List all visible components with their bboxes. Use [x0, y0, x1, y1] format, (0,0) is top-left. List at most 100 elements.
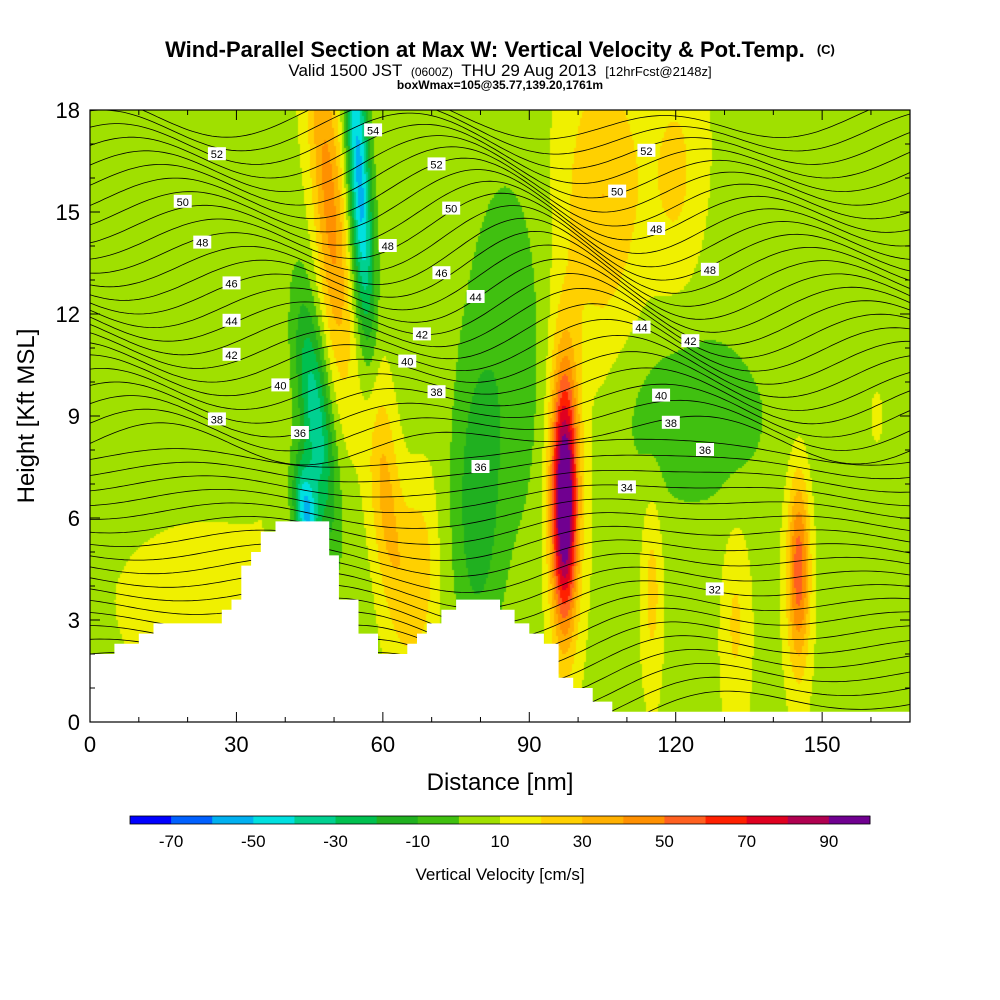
theta-contour-line: [90, 192, 910, 268]
theta-contour-line: [90, 287, 910, 359]
chart-title-text: Wind-Parallel Section at Max W: Vertical…: [165, 37, 805, 62]
theta-contour-label: 52: [207, 147, 226, 161]
y-axis-label: Height [Kft MSL]: [13, 329, 40, 504]
theta-contour-line: [90, 112, 910, 170]
svg-text:52: 52: [640, 146, 652, 158]
y-tick-label: 9: [68, 404, 80, 429]
y-tick-label: 18: [56, 98, 80, 123]
svg-text:46: 46: [435, 268, 447, 280]
svg-text:50: 50: [177, 197, 189, 209]
theta-contour-line: [90, 525, 910, 561]
theta-contour-label: 42: [412, 327, 431, 341]
svg-text:42: 42: [225, 350, 237, 362]
theta-contour-label: 50: [608, 184, 627, 199]
svg-text:50: 50: [445, 204, 457, 216]
theta-contour-label: 48: [647, 222, 666, 236]
colorbar-tick-label: -50: [241, 832, 266, 851]
theta-contour-line: [90, 454, 910, 483]
subtitle-date: THU 29 Aug 2013: [461, 61, 596, 80]
colorbar-swatch: [335, 816, 378, 824]
theta-contour-label: 50: [442, 201, 461, 216]
theta-contour-label: 36: [290, 426, 309, 440]
svg-text:52: 52: [430, 159, 442, 171]
colorbar-swatch: [212, 816, 254, 824]
theta-contour-label: 48: [193, 235, 212, 250]
theta-contour-label: 40: [652, 388, 671, 403]
theta-contour-line: [90, 399, 910, 452]
svg-text:38: 38: [211, 414, 223, 426]
colorbar-swatch: [541, 816, 583, 824]
colorbar-swatch: [417, 816, 460, 824]
svg-text:48: 48: [196, 238, 208, 250]
colorbar-swatch: [787, 816, 830, 824]
theta-contour-line: [90, 124, 910, 184]
x-axis-label: Distance [nm]: [427, 769, 574, 796]
svg-text:48: 48: [704, 265, 716, 277]
theta-contour-label: 44: [222, 313, 241, 328]
x-tick-label: 0: [84, 732, 96, 757]
svg-text:52: 52: [211, 149, 223, 161]
theta-contour-label: 50: [173, 194, 192, 209]
svg-text:46: 46: [225, 278, 237, 290]
theta-contour-line: [90, 110, 910, 155]
theta-contour-line: [90, 135, 910, 199]
chart-title: Wind-Parallel Section at Max W: Vertical…: [165, 37, 835, 62]
theta-contour-labels: 54 52 52 52 50 50 50 48 48 48 48 46 46 44 44 44 42 42 42 40…: [173, 123, 724, 596]
terrain-mask: [90, 521, 910, 722]
colorbar-tick-label: -70: [159, 832, 184, 851]
theta-contour-line: [90, 157, 910, 227]
svg-text:42: 42: [684, 336, 696, 348]
theta-contour-line: [90, 484, 910, 514]
theta-contour-label: 36: [696, 443, 714, 457]
svg-text:50: 50: [611, 187, 623, 199]
y-tick-label: 6: [68, 506, 80, 531]
theta-contour-line: [90, 351, 910, 411]
theta-contour-line: [90, 438, 910, 468]
colorbar-swatch: [171, 816, 213, 824]
theta-contour-line: [90, 553, 910, 593]
svg-text:44: 44: [225, 316, 237, 328]
theta-contour-line: [90, 415, 910, 466]
theta-contour-label: 44: [466, 290, 485, 304]
theta-contour-label: 44: [632, 320, 651, 335]
svg-text:38: 38: [665, 418, 677, 430]
x-tick-label: 60: [371, 732, 395, 757]
theta-contour-line: [90, 205, 910, 281]
colorbar-frame: [129, 815, 871, 825]
theta-contour-label: 42: [681, 334, 700, 348]
colorbar-swatch: [294, 816, 337, 824]
theta-contour-label: 48: [700, 262, 719, 277]
svg-text:38: 38: [430, 387, 442, 399]
svg-text:36: 36: [294, 428, 306, 440]
svg-text:48: 48: [382, 241, 394, 253]
svg-text:40: 40: [655, 391, 667, 403]
theta-contour-label: 46: [432, 266, 451, 280]
theta-contour-line: [90, 258, 910, 333]
subtitle-zulu: (0600Z): [411, 65, 453, 79]
y-tick-label: 12: [56, 302, 80, 327]
colorbar-swatch: [664, 816, 707, 824]
svg-text:42: 42: [416, 329, 428, 341]
theta-contour-label: 38: [427, 385, 446, 399]
theta-contour-line: [90, 169, 910, 241]
theta-contour-label: 52: [427, 157, 446, 171]
svg-text:34: 34: [621, 482, 633, 494]
theta-contour-line: [90, 470, 910, 498]
theta-contour-line: [90, 146, 910, 213]
colorbar-swatch: [376, 816, 419, 824]
svg-text:40: 40: [274, 380, 286, 392]
chart-subtitle-box: boxWmax=105@35.77,139.20,1761m: [397, 78, 603, 92]
theta-contour-line: [90, 539, 910, 577]
theta-contour-line: [90, 318, 910, 385]
svg-text:44: 44: [469, 292, 481, 304]
theta-contour-label: 46: [222, 276, 241, 290]
theta-contour-label: 34: [617, 480, 636, 494]
theta-contour-label: 40: [398, 354, 417, 369]
theta-contour-label: 38: [207, 412, 226, 426]
colorbar-swatch: [746, 816, 789, 824]
x-tick-label: 90: [517, 732, 541, 757]
theta-contour-label: 40: [271, 378, 290, 392]
x-tick-label: 120: [657, 732, 694, 757]
theta-contour-line: [90, 303, 910, 372]
colorbar-swatch: [705, 816, 748, 824]
